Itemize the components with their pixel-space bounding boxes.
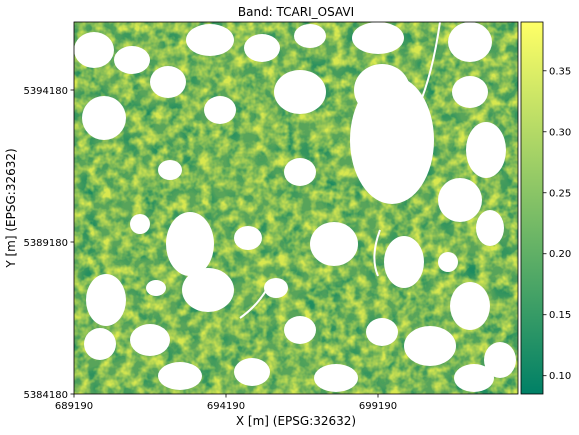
colorbar-frame — [520, 21, 544, 395]
colorbar-tick-label-6: 0.10 — [549, 371, 571, 382]
y-tick-label-2: 5389180 — [23, 238, 68, 249]
colorbar-tick-label-4: 0.20 — [549, 249, 571, 260]
colorbar-gradient — [521, 22, 543, 394]
linear-features — [239, 22, 441, 319]
y-tick-label-3: 5384180 — [23, 390, 68, 401]
colorbar-tick-label-1: 0.35 — [549, 66, 571, 77]
colorbar-tick-label-3: 0.25 — [549, 188, 571, 199]
map-frame — [73, 21, 519, 395]
colorbar-tick-label-5: 0.15 — [549, 310, 571, 321]
y-axis: 5394180 5389180 5384180 — [23, 86, 74, 401]
nodata-areas — [74, 22, 516, 392]
chart-title: Band: TCARI_OSAVI — [238, 5, 354, 19]
x-axis: 689190 694190 699190 — [55, 394, 397, 412]
colorbar: 0.35 0.30 0.25 0.20 0.15 0.10 — [520, 21, 571, 395]
y-axis-label: Y [m] (EPSG:32632) — [4, 148, 18, 268]
x-tick-label-2: 694190 — [207, 401, 245, 412]
x-tick-label-1: 689190 — [55, 401, 93, 412]
x-tick-label-3: 699190 — [359, 401, 397, 412]
colorbar-tick-label-2: 0.30 — [549, 127, 571, 138]
raster-map — [74, 22, 518, 394]
x-axis-label: X [m] (EPSG:32632) — [236, 414, 356, 428]
y-tick-label-1: 5394180 — [23, 86, 68, 97]
colorbar-ticks: 0.35 0.30 0.25 0.20 0.15 0.10 — [543, 66, 571, 382]
